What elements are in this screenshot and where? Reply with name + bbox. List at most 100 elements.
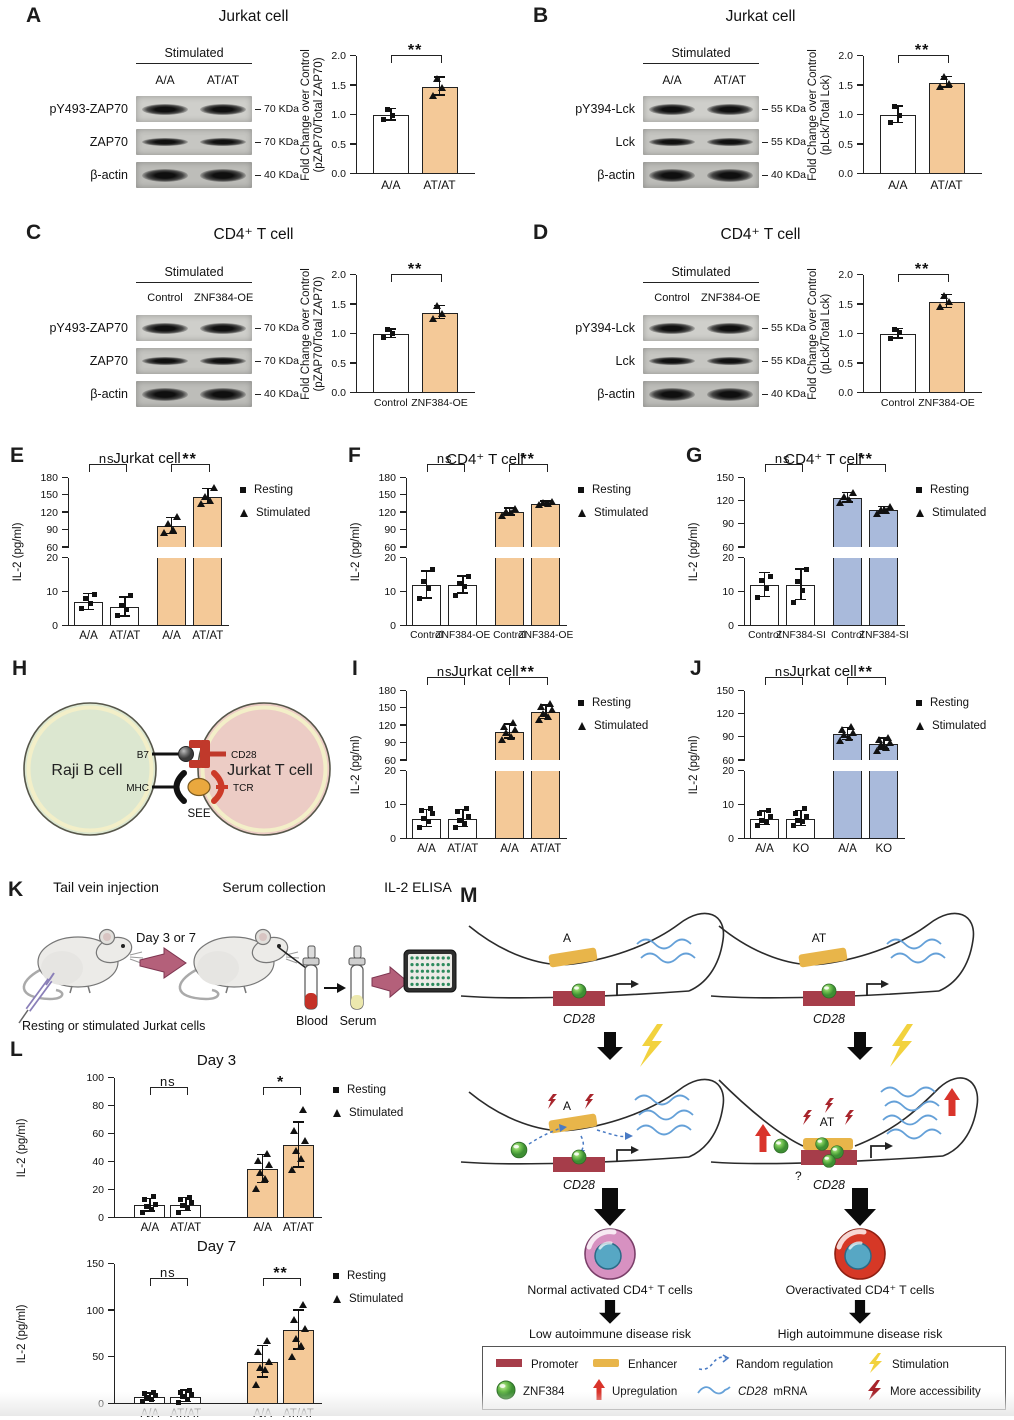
y-tick <box>738 759 744 761</box>
chart-g: CD4⁺ T cell IL-2 (pg/ml) 0 10 20 60 90 120 150 Co… <box>686 448 1012 654</box>
x-axis <box>863 391 982 393</box>
y-tick <box>62 556 68 558</box>
data-point <box>466 574 472 580</box>
data-point <box>209 484 218 492</box>
y-tick <box>857 332 863 334</box>
y-tick <box>400 556 406 558</box>
protein-band <box>142 168 188 182</box>
error-cap <box>892 105 904 107</box>
y-tick <box>738 556 744 558</box>
data-point <box>140 1398 146 1404</box>
data-point <box>507 733 516 741</box>
y-tick <box>400 494 406 496</box>
square-marker-icon <box>333 1273 339 1279</box>
mechanism-diagram: A CD28 AT CD28 <box>460 912 979 1341</box>
y-tick <box>857 391 863 393</box>
mouse-bled <box>178 928 301 1001</box>
blot-protein-label: Lck <box>615 354 635 368</box>
x-axis <box>744 624 905 626</box>
chart-c: Fold Change over Control (pZAP70/Total ZA… <box>298 259 504 431</box>
y-tick-label: 0.5 <box>838 138 853 151</box>
plot-area: 0.0 0.5 1.0 1.5 2.0 A/A AT/AT ** <box>331 42 475 192</box>
y-tick-label: 1.0 <box>838 109 853 121</box>
chart-title: CD4⁺ T cell <box>446 451 524 468</box>
data-point <box>381 335 387 341</box>
blot-strip <box>643 315 759 341</box>
y-tick-label: 150 <box>716 685 734 697</box>
data-point <box>153 1393 159 1399</box>
protein-band <box>649 387 695 401</box>
data-point <box>536 703 545 711</box>
blot-protein-label: pY493-ZAP70 <box>49 102 128 116</box>
data-point <box>759 817 765 823</box>
data-point <box>498 511 507 519</box>
znf384-icon <box>815 1137 829 1151</box>
chart-legend: Resting Stimulated <box>578 697 648 743</box>
sig-label: ** <box>858 664 873 682</box>
data-point <box>935 303 944 311</box>
see-label: SEE <box>187 808 210 820</box>
plot-area: 0.0 0.5 1.0 1.5 2.0 Control ZNF384-OE ** <box>838 261 982 409</box>
y-tick <box>62 624 68 626</box>
y-axis <box>863 56 865 174</box>
legend-item: Resting <box>578 697 648 709</box>
y-tick <box>738 523 744 525</box>
data-point <box>200 492 209 500</box>
y-tick-label: 0 <box>390 833 396 845</box>
y-tick-label: 60 <box>92 1128 104 1140</box>
data-point <box>543 712 552 720</box>
data-point <box>426 586 432 592</box>
data-point <box>800 819 806 825</box>
y-axis-label: IL-2 (pg/ml) <box>688 522 700 582</box>
data-point <box>545 699 554 707</box>
error-bar <box>185 1390 187 1403</box>
y-tick-label: 2.0 <box>838 50 853 62</box>
cd28-gene-label: CD28 <box>563 1012 595 1026</box>
y-tick <box>400 741 406 744</box>
data-point <box>115 613 121 619</box>
error-cap <box>180 1196 192 1199</box>
data-point <box>251 1184 260 1192</box>
y-tick-label: 180 <box>378 472 396 484</box>
y-tick <box>62 546 68 548</box>
data-point <box>881 744 890 752</box>
error-bar <box>800 811 802 827</box>
y-tick-label: 1.5 <box>331 79 346 92</box>
y-axis <box>406 770 408 839</box>
data-point <box>149 1396 155 1402</box>
protein-band <box>707 138 753 146</box>
data-point <box>464 805 470 811</box>
y-axis-label: IL-2 (pg/ml) <box>16 1118 28 1178</box>
injection-caption: Resting or stimulated Jurkat cells <box>22 1019 205 1033</box>
protein-band <box>707 387 753 401</box>
data-point <box>164 520 173 528</box>
znf384-icon <box>821 983 837 999</box>
serum-label: Serum <box>340 1014 377 1028</box>
mrna-icon <box>640 952 696 964</box>
protein-band <box>707 322 753 334</box>
bar <box>494 512 524 626</box>
bar <box>494 731 524 839</box>
panel-d: D CD4⁺ T cell Stimulated Control ZNF384-OE… <box>507 215 1014 440</box>
sig-label: ** <box>407 261 423 279</box>
blot-protein-label: pY394-Lck <box>575 321 635 335</box>
error-cap <box>144 1392 156 1394</box>
tcr-label: TCR <box>233 783 254 794</box>
panel-j: J Jurkat cell IL-2 (pg/ml) 0 10 20 60 90 120 150… <box>686 657 1012 879</box>
promoter-swatch <box>495 1356 525 1373</box>
enhancer-a-label: A <box>563 931 571 945</box>
jurkat-t-cell: Jurkat T cell <box>197 702 331 836</box>
chart-title: Jurkat cell <box>113 450 181 467</box>
flow-arrow-2-icon <box>371 965 409 999</box>
y-tick-label: 90 <box>722 731 734 744</box>
y-tick-label: 0 <box>728 620 734 632</box>
at-allele-resting-state: AT CD28 <box>710 912 975 1026</box>
axis-break <box>70 546 228 558</box>
panel-title-a: Jurkat cell <box>218 8 289 25</box>
znf384-icon <box>510 1141 528 1159</box>
error-bar <box>297 1122 300 1168</box>
legend-item: Random regulation <box>696 1352 866 1377</box>
legend-item: Stimulated <box>240 507 310 519</box>
data-point <box>768 574 774 580</box>
